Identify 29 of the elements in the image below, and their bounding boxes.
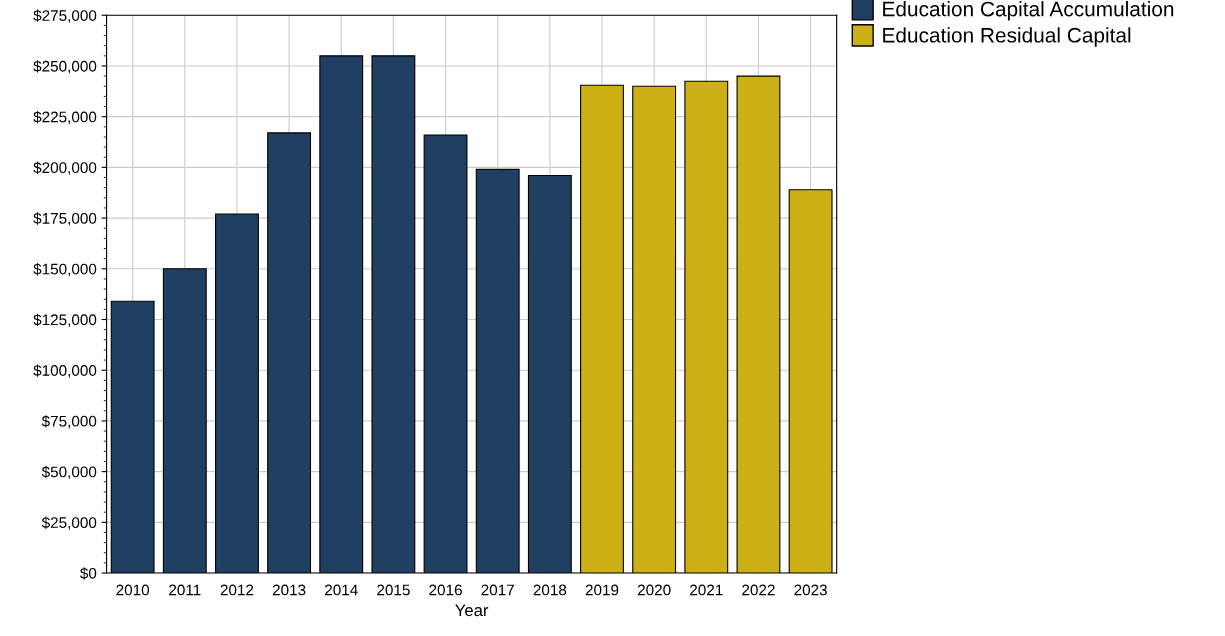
x-tick-label: 2020 [637, 584, 671, 596]
y-tick-label: $150,000 [33, 263, 97, 277]
x-tick-label: 2014 [325, 584, 358, 596]
y-tick-label: $250,000 [33, 60, 97, 74]
x-tick-label: 2011 [169, 584, 201, 596]
y-tick-label: $225,000 [33, 110, 97, 125]
x-tick-label: 2016 [429, 584, 462, 596]
y-tick-label: $275,000 [33, 9, 97, 23]
x-tick-label: 2015 [377, 584, 410, 596]
y-tick-label: $100,000 [33, 364, 97, 378]
x-tick-label: 2013 [272, 584, 306, 596]
y-tick-label: $25,000 [41, 516, 97, 530]
y-tick-label: $75,000 [41, 415, 97, 429]
x-tick-label: 2022 [742, 584, 775, 596]
x-tick-label: 2010 [116, 584, 150, 596]
x-tick-label: 2012 [220, 584, 254, 596]
y-tick-label: $0 [80, 567, 97, 580]
x-tick-label: 2017 [481, 584, 514, 596]
legend-label: Education Capital Accumulation [883, 1, 1174, 21]
y-tick-label: $50,000 [41, 465, 97, 480]
x-tick-label: 2018 [533, 584, 567, 596]
y-tick-label: $200,000 [33, 161, 97, 175]
x-tick-label: 2021 [690, 584, 723, 596]
legend-label: Education Residual Capital [883, 27, 1131, 47]
x-tick-label: 2019 [585, 584, 619, 596]
y-tick-label: $175,000 [33, 212, 97, 226]
y-tick-label: $125,000 [33, 313, 97, 327]
x-axis-title: Year [455, 604, 489, 617]
x-tick-label: 2023 [794, 584, 827, 596]
